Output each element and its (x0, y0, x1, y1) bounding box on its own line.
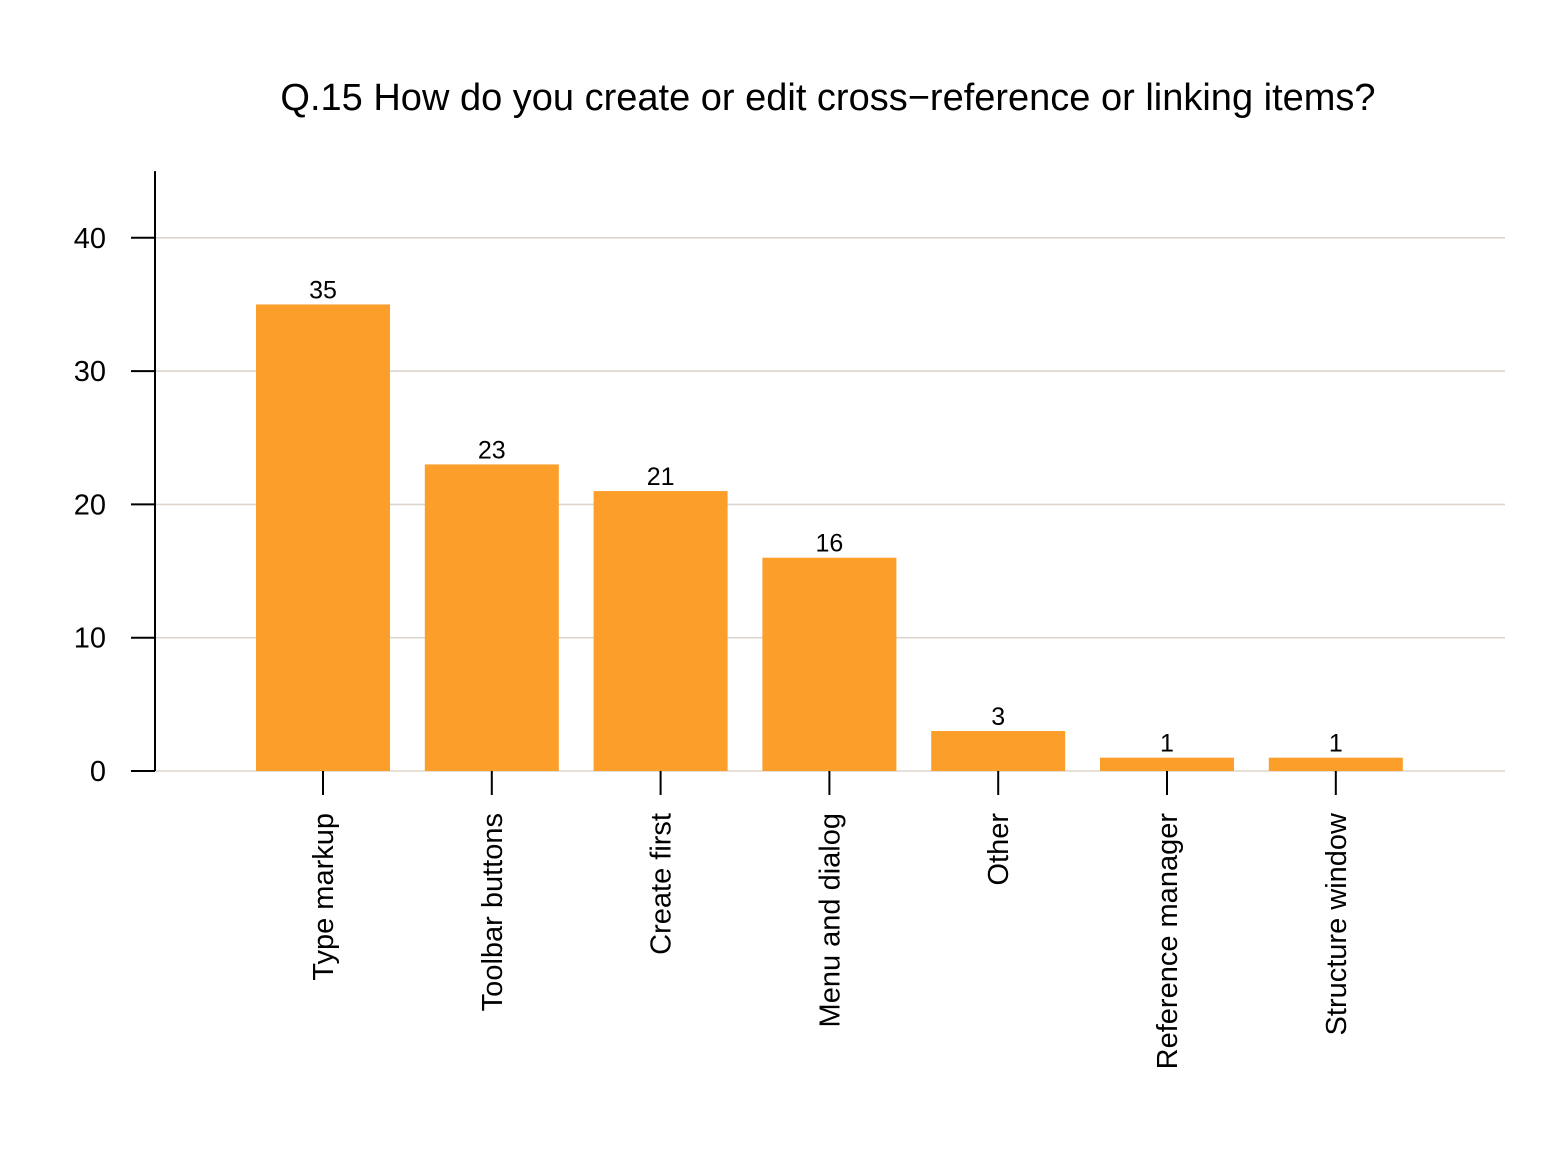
y-tick-label: 30 (74, 356, 106, 388)
bar-menu-and-dialog (762, 557, 897, 771)
category-label-structure-window: Structure window (1321, 812, 1353, 1035)
data-label-other: 3 (991, 703, 1005, 731)
bar-reference-manager (1100, 757, 1234, 771)
bar-create-first (593, 491, 728, 771)
category-label-create-first: Create first (646, 813, 678, 955)
bars (256, 304, 1403, 771)
bar-toolbar-buttons (424, 464, 559, 771)
data-label-type-markup: 35 (309, 276, 337, 304)
category-label-other: Other (983, 813, 1015, 886)
data-label-reference-manager: 1 (1160, 730, 1174, 758)
y-tick-label: 0 (90, 756, 106, 788)
data-label-structure-window: 1 (1329, 730, 1343, 758)
data-label-menu-and-dialog: 16 (815, 530, 843, 558)
category-label-type-markup: Type markup (308, 813, 340, 981)
y-tick-label: 10 (74, 623, 106, 655)
y-tick-label: 20 (74, 489, 106, 521)
category-label-toolbar-buttons: Toolbar buttons (477, 813, 509, 1011)
bar-other (931, 731, 1066, 771)
category-label-reference-manager: Reference manager (1152, 813, 1184, 1070)
labels: 0 10 20 30 40 35 Type markup 23 Toolbar buttons 2… (74, 223, 1353, 1070)
y-tick-label: 40 (74, 223, 106, 255)
axes (131, 171, 1337, 795)
category-label-menu-and-dialog: Menu and dialog (814, 813, 846, 1027)
chart-title: Q.15 How do you create or edit cross−ref… (280, 77, 1375, 119)
bar-type-markup (256, 304, 390, 771)
bar-structure-window (1268, 757, 1403, 771)
data-label-create-first: 21 (647, 463, 675, 491)
data-label-toolbar-buttons: 23 (478, 436, 506, 464)
